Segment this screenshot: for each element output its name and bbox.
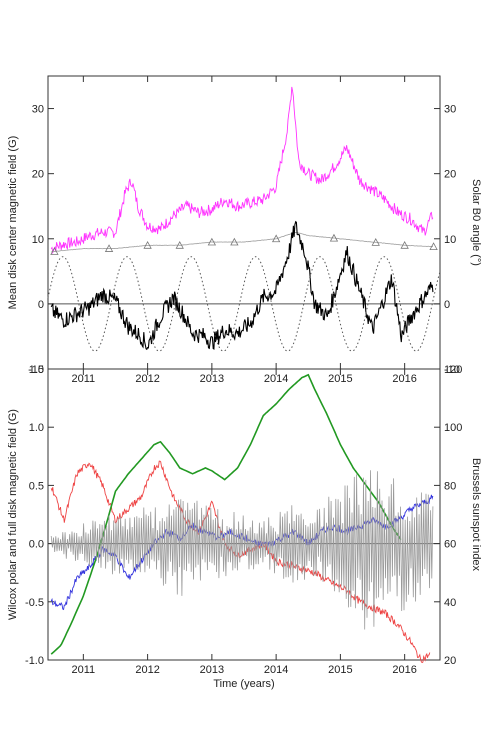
triangle-marker	[207, 237, 217, 246]
series-line-2	[50, 373, 402, 655]
series-line-1	[51, 232, 433, 253]
x-tick-label: 2016	[392, 373, 416, 385]
x-tick-label: 2013	[200, 664, 224, 676]
y-tick-label: 10	[32, 234, 44, 246]
triangle-marker	[271, 234, 281, 243]
x-axis-label: Time (years)	[213, 678, 274, 690]
y-tick-label: 20	[32, 169, 44, 181]
y2-tick-label: 100	[444, 422, 462, 434]
y-tick-label: 0.5	[29, 480, 44, 492]
series-line-0	[50, 86, 434, 255]
series-line-3	[50, 470, 434, 630]
triangle-marker	[230, 237, 239, 246]
triangle-marker	[371, 238, 380, 246]
triangle-marker	[429, 242, 438, 250]
y2-tick-label: 120	[444, 364, 462, 376]
b0-angle-curve	[47, 256, 441, 352]
y-tick-label: 30	[32, 104, 44, 116]
triangle-marker	[329, 233, 339, 242]
y-tick-label: 1.0	[29, 422, 44, 434]
y2-tick-label: 30	[444, 104, 456, 116]
triangle-marker	[143, 240, 152, 249]
triangle-marker	[400, 240, 409, 249]
y2-tick-label: 40	[444, 597, 456, 609]
y-axis-label: Wilcox polar and full disk magnetic fiel…	[7, 409, 19, 620]
plot-frame	[47, 368, 441, 661]
y-tick-label: -10	[28, 364, 44, 376]
y-tick-label: 0.0	[29, 539, 44, 551]
triangle-marker	[175, 240, 184, 249]
x-tick-label: 2014	[264, 664, 288, 676]
x-tick-label: 2016	[392, 664, 416, 676]
x-tick-label: 2015	[328, 664, 352, 676]
x-tick-label: 2012	[135, 664, 159, 676]
y2-tick-label: -10	[444, 364, 460, 376]
y-axis-label: Mean disk center magnetic field (G)	[7, 136, 19, 310]
x-tick-label: 2013	[200, 373, 224, 385]
series-line-2	[50, 220, 434, 351]
bottom-panel: 2011 2012 2013 2014 2015 2016 -1.0 -0.5 0.0 0.5 1.…	[7, 364, 482, 690]
y2-tick-label: 60	[444, 539, 456, 551]
x-tick-label: 2011	[72, 373, 96, 385]
y2-tick-label: 20	[444, 169, 456, 181]
y-tick-label: -0.5	[25, 597, 44, 609]
y2-tick-label: 80	[444, 480, 456, 492]
x-tick-label: 2011	[72, 664, 96, 676]
x-tick-label: 2015	[328, 373, 352, 385]
y-tick-label: -1.0	[25, 655, 44, 667]
triangle-marker	[50, 247, 59, 255]
x-tick-label: 2012	[135, 373, 159, 385]
y2-axis-label: Solar B0 angle (°)	[470, 179, 482, 266]
y2-tick-label: 0	[444, 299, 450, 311]
y-tick-label: 0	[38, 299, 44, 311]
y2-tick-label: 10	[444, 234, 456, 246]
y2-axis-label: Brussels sunspot index	[470, 458, 482, 572]
top-panel: 2011 2012 2013 2014 2015 2016 -10 0 10 20 30 -10 0 10…	[7, 75, 482, 385]
x-tick-label: 2014	[264, 373, 288, 385]
triangle-marker	[104, 244, 114, 252]
y-tick-label: 1.5	[29, 364, 44, 376]
y2-tick-label: 20	[444, 655, 456, 667]
